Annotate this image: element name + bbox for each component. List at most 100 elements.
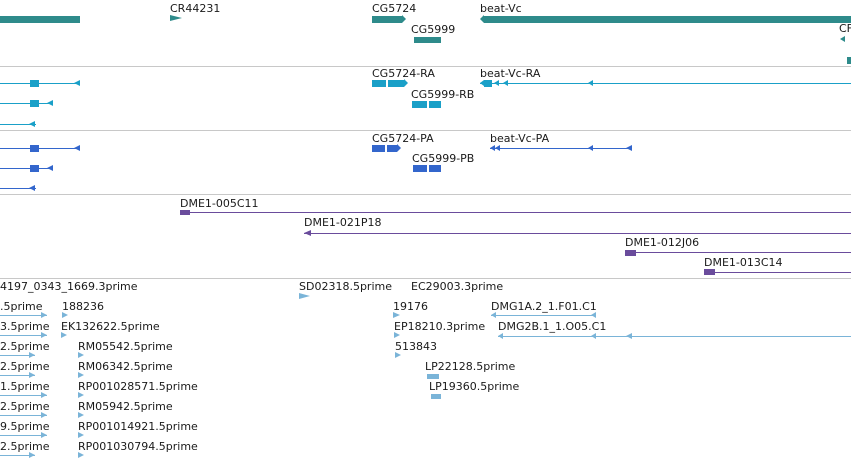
transcript-line[interactable] bbox=[0, 124, 36, 125]
transcript-beat-vc-ra[interactable] bbox=[480, 83, 851, 84]
arrow-right-icon bbox=[29, 452, 35, 458]
gene-feature-cg5724[interactable] bbox=[372, 16, 402, 23]
gene-label: CR44231 bbox=[170, 2, 221, 15]
transcript-cg5724-ra[interactable] bbox=[372, 80, 386, 87]
transcript-label: CG5999-RB bbox=[411, 88, 475, 101]
est-label: RM05542.5prime bbox=[78, 340, 173, 353]
arrow-left-icon bbox=[47, 165, 53, 171]
protein-beat-vc-pa[interactable] bbox=[490, 148, 632, 149]
gene-label: CG5724 bbox=[372, 2, 417, 15]
est-feature[interactable] bbox=[0, 435, 47, 436]
est-feature-lp22128[interactable] bbox=[427, 374, 439, 379]
est-feature-513843[interactable] bbox=[395, 352, 401, 358]
clone-end bbox=[180, 210, 190, 215]
est-feature-lp19360[interactable] bbox=[431, 394, 441, 399]
transcript-label: CG5724-RA bbox=[372, 67, 435, 80]
est-label: RM05942.5prime bbox=[78, 400, 173, 413]
est-feature-rm05542[interactable] bbox=[78, 352, 84, 358]
transcript-cg5999-rb[interactable] bbox=[412, 101, 427, 108]
est-feature-ek132622[interactable] bbox=[61, 332, 67, 338]
transcript-line[interactable] bbox=[0, 103, 52, 104]
clone-dme1-005c11[interactable] bbox=[180, 212, 851, 213]
est-label: 2.5prime bbox=[0, 340, 50, 353]
est-label: LP22128.5prime bbox=[425, 360, 516, 373]
exon bbox=[429, 101, 441, 108]
est-feature-rp001014921[interactable] bbox=[78, 432, 84, 438]
est-feature[interactable] bbox=[0, 395, 47, 396]
est-feature-dmg1a[interactable] bbox=[491, 315, 596, 316]
genes-track: CR44231 CG5724 beat-Vc CG5999 CF bbox=[0, 0, 851, 67]
protein-line[interactable] bbox=[0, 188, 36, 189]
arrow-left-icon bbox=[74, 145, 80, 151]
clone-label: DME1-012J06 bbox=[625, 236, 700, 249]
arrow-left-icon bbox=[74, 80, 80, 86]
est-label: DMG2B.1_1.O05.C1 bbox=[498, 320, 607, 333]
protein-line[interactable] bbox=[0, 148, 80, 149]
gene-label: CF bbox=[839, 22, 851, 35]
arrow-left-icon bbox=[29, 185, 35, 191]
clones-track: DME1-005C11 DME1-021P18 DME1-012J06 DME1… bbox=[0, 194, 851, 279]
gene-feature[interactable] bbox=[847, 57, 851, 64]
est-label: RP001030794.5prime bbox=[78, 440, 198, 453]
protein-label: CG5999-PB bbox=[412, 152, 475, 165]
est-label: RP001028571.5prime bbox=[78, 380, 198, 393]
protein-label: beat-Vc-PA bbox=[490, 132, 550, 145]
arrow-left-icon bbox=[588, 80, 593, 86]
est-feature-dmg2b[interactable] bbox=[498, 336, 851, 337]
est-feature[interactable] bbox=[0, 375, 35, 376]
gene-label: beat-Vc bbox=[480, 2, 522, 15]
clone-dme1-012j06[interactable] bbox=[625, 252, 851, 253]
clone-end bbox=[704, 269, 715, 275]
est-feature[interactable] bbox=[0, 415, 47, 416]
est-feature[interactable] bbox=[0, 335, 47, 336]
est-feature-ep18210[interactable] bbox=[394, 332, 400, 338]
est-feature[interactable] bbox=[0, 355, 35, 356]
clone-dme1-013c14[interactable] bbox=[704, 272, 851, 273]
est-label: 188236 bbox=[62, 300, 104, 313]
clone-dme1-021p18[interactable] bbox=[304, 233, 851, 234]
est-feature-rp001030794[interactable] bbox=[78, 452, 84, 458]
arrow-left-icon bbox=[591, 312, 596, 318]
est-label: 2.5prime bbox=[0, 360, 50, 373]
arrow-right-icon bbox=[397, 144, 401, 152]
protein-cg5999-pb[interactable] bbox=[413, 165, 427, 172]
arrow-right-icon bbox=[41, 432, 47, 438]
gene-feature[interactable] bbox=[840, 36, 845, 42]
arrow-right-icon bbox=[29, 352, 35, 358]
protein-cg5724-pa[interactable] bbox=[372, 145, 385, 152]
arrow-left-icon bbox=[588, 145, 593, 151]
transcript-line[interactable] bbox=[0, 83, 80, 84]
est-label: DMG1A.2_1.F01.C1 bbox=[491, 300, 597, 313]
est-feature[interactable] bbox=[0, 315, 47, 316]
est-label: EC29003.3prime bbox=[411, 280, 504, 293]
exon bbox=[484, 80, 492, 87]
arrow-left-icon bbox=[480, 80, 484, 86]
arrow-left-icon bbox=[480, 15, 484, 23]
est-feature-188236[interactable] bbox=[62, 312, 68, 318]
est-feature-rp001028571[interactable] bbox=[78, 392, 84, 398]
arrow-left-icon bbox=[490, 145, 495, 151]
arrow-right-icon bbox=[402, 15, 406, 23]
arrow-left-icon bbox=[494, 80, 499, 86]
exon bbox=[30, 165, 39, 172]
arrow-left-icon bbox=[29, 121, 35, 127]
est-label: LP19360.5prime bbox=[429, 380, 520, 393]
est-feature-19176[interactable] bbox=[393, 312, 400, 318]
arrow-right-icon bbox=[41, 332, 47, 338]
est-feature-rm06342[interactable] bbox=[78, 372, 84, 378]
gene-feature[interactable] bbox=[0, 16, 80, 23]
arrow-left-icon bbox=[304, 230, 311, 236]
est-feature[interactable] bbox=[0, 455, 35, 456]
est-feature-sd02318[interactable] bbox=[299, 293, 310, 299]
est-label: .5prime bbox=[0, 300, 43, 313]
est-label: SD02318.5prime bbox=[299, 280, 392, 293]
gene-feature-cr44231[interactable] bbox=[170, 15, 182, 21]
gene-feature-cg5999[interactable] bbox=[414, 37, 441, 43]
arrow-left-icon bbox=[47, 100, 53, 106]
est-label: 2.5prime bbox=[0, 440, 50, 453]
exon bbox=[429, 165, 441, 172]
gene-feature-beat-vc[interactable] bbox=[484, 16, 851, 23]
arrow-left-icon bbox=[626, 145, 632, 151]
protein-line[interactable] bbox=[0, 168, 52, 169]
est-feature-rm05942[interactable] bbox=[78, 412, 84, 418]
